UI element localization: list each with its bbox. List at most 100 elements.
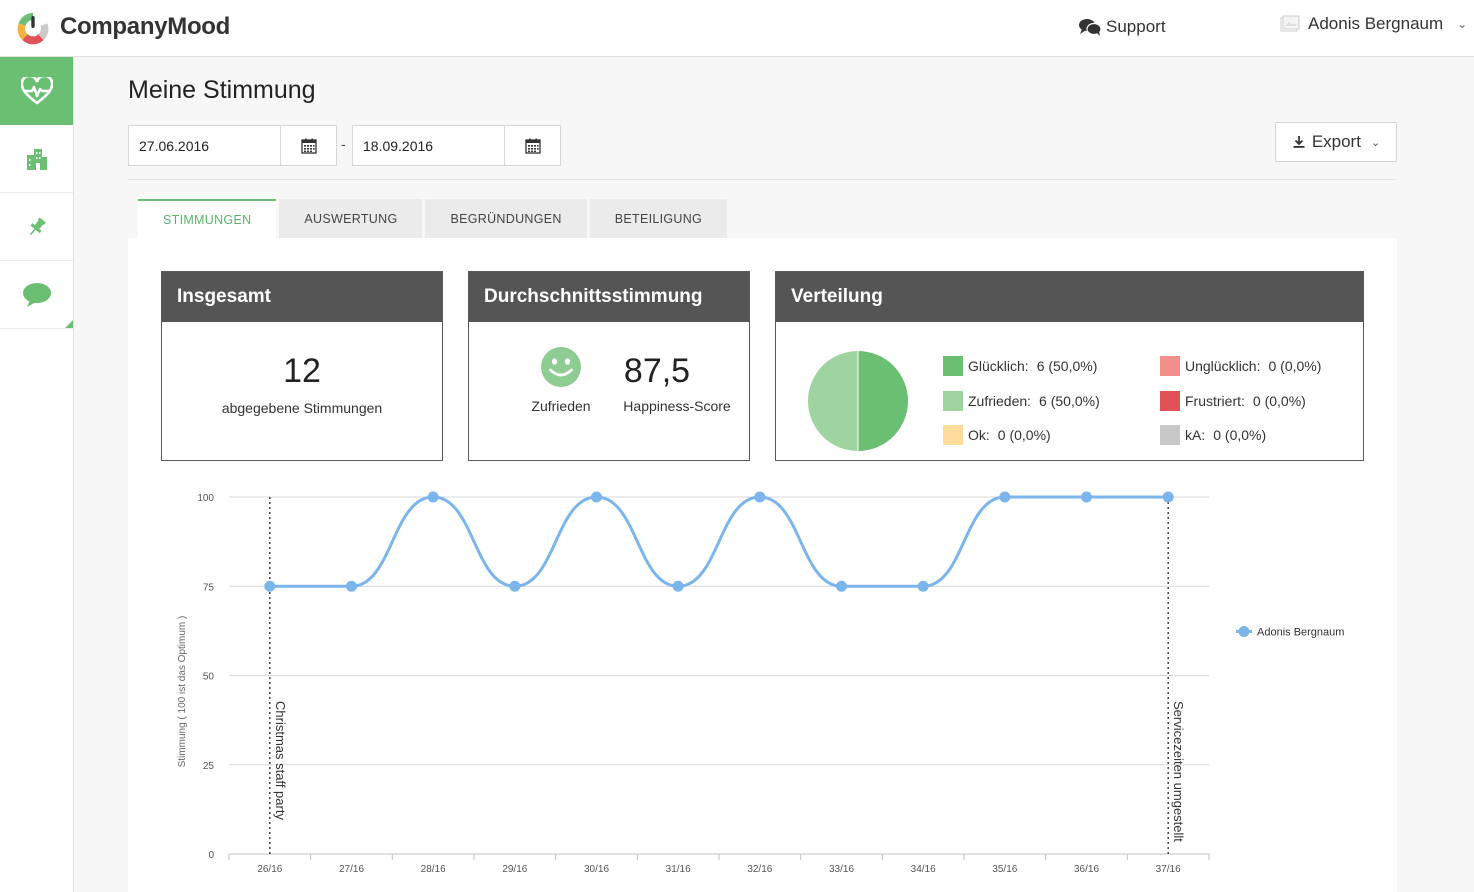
legend-label: Zufrieden: bbox=[968, 393, 1032, 409]
tab-begruendungen[interactable]: BEGRÜNDUNGEN bbox=[425, 199, 587, 238]
legend-label: kA: bbox=[1185, 427, 1206, 443]
pie-slice-gluecklich bbox=[858, 351, 908, 451]
series-line bbox=[269, 495, 1169, 588]
legend-value: 6 (50,0%) bbox=[1039, 393, 1100, 409]
average-mood-label: Zufrieden bbox=[531, 398, 591, 414]
avatar-placeholder-icon bbox=[1280, 15, 1300, 32]
total-caption: abgegebene Stimmungen bbox=[221, 400, 383, 416]
legend-marker bbox=[1238, 626, 1250, 637]
data-point bbox=[917, 580, 929, 592]
sidebar-item-mood[interactable] bbox=[0, 57, 73, 125]
y-tick-label: 100 bbox=[197, 493, 214, 504]
x-tick-label: 32/16 bbox=[747, 864, 772, 875]
download-icon bbox=[1293, 136, 1305, 148]
data-point bbox=[754, 491, 766, 503]
top-bar: CompanyMood Support Adonis Bergnaum ⌄ bbox=[0, 0, 1474, 57]
data-point bbox=[509, 580, 521, 592]
x-tick-label: 35/16 bbox=[992, 864, 1017, 875]
legend-value: 0 (0,0%) bbox=[1213, 427, 1267, 443]
sidebar bbox=[0, 57, 74, 892]
page-title: Meine Stimmung bbox=[128, 76, 316, 104]
mood-line-chart: 0 25 50 75 100 Stimmung ( 100 ist das Optimum… bbox=[177, 491, 1344, 875]
chevron-down-icon: ⌄ bbox=[1457, 17, 1468, 31]
data-point bbox=[836, 580, 847, 592]
user-menu[interactable]: Adonis Bergnaum ⌄ bbox=[1280, 14, 1467, 34]
x-tick-label: 28/16 bbox=[421, 864, 446, 875]
company-mood-logo[interactable] bbox=[16, 8, 50, 46]
data-point bbox=[999, 491, 1011, 503]
data-point bbox=[427, 491, 439, 503]
x-tick-label: 33/16 bbox=[829, 864, 854, 875]
brand-name[interactable]: CompanyMood bbox=[60, 13, 231, 40]
data-point bbox=[1162, 491, 1174, 503]
legend-label: Unglücklich: bbox=[1185, 358, 1261, 374]
average-card: Durchschnittsstimmung Zufrieden 87,5 Hap… bbox=[468, 271, 750, 461]
total-card: Insgesamt 12 abgegebene Stimmungen bbox=[161, 271, 443, 461]
date-from-input[interactable] bbox=[129, 126, 281, 165]
sidebar-item-company[interactable] bbox=[0, 125, 73, 193]
x-tick-label: 29/16 bbox=[502, 864, 527, 875]
legend-swatch bbox=[1160, 391, 1180, 411]
happy-face-icon bbox=[541, 347, 581, 387]
total-count: 12 bbox=[283, 352, 321, 390]
data-point bbox=[264, 580, 276, 592]
date-range-separator: - bbox=[341, 136, 346, 152]
y-tick-label: 25 bbox=[203, 761, 215, 772]
support-label: Support bbox=[1106, 17, 1166, 36]
happiness-score-label: Happiness-Score bbox=[623, 398, 731, 414]
x-tick-label: 34/16 bbox=[911, 864, 936, 875]
legend-gluecklich: Glücklich: 6 (50,0%) bbox=[943, 356, 1097, 376]
x-tick-label: 30/16 bbox=[584, 864, 609, 875]
buildings-icon bbox=[26, 148, 47, 170]
legend-label: Ok: bbox=[968, 427, 990, 443]
x-tick-label: 31/16 bbox=[666, 864, 691, 875]
date-to-input[interactable] bbox=[353, 126, 505, 165]
data-point bbox=[1081, 491, 1092, 503]
chevron-down-icon: ⌄ bbox=[1370, 136, 1381, 149]
export-button[interactable]: Export ⌄ bbox=[1275, 122, 1397, 162]
date-from-calendar-button[interactable] bbox=[281, 126, 336, 165]
distribution-card-title: Verteilung bbox=[776, 272, 1363, 322]
speech-bubble-icon bbox=[22, 282, 51, 307]
tab-beteiligung[interactable]: BETEILIGUNG bbox=[589, 199, 728, 238]
tab-stimmungen[interactable]: STIMMUNGEN bbox=[138, 199, 277, 238]
legend-zufrieden: Zufrieden: 6 (50,0%) bbox=[943, 391, 1100, 411]
calendar-icon bbox=[300, 138, 317, 154]
sidebar-item-pinboard[interactable] bbox=[0, 193, 73, 261]
total-card-title: Insgesamt bbox=[162, 272, 442, 322]
tab-bar: STIMMUNGEN AUSWERTUNG BEGRÜNDUNGEN BETEI… bbox=[138, 199, 728, 238]
sidebar-item-feedback[interactable] bbox=[0, 261, 73, 329]
date-to-group bbox=[352, 125, 561, 166]
support-link[interactable]: Support bbox=[1078, 17, 1166, 37]
legend-ungluecklich: Unglücklich: 0 (0,0%) bbox=[1160, 356, 1321, 376]
chat-bubbles-icon bbox=[1079, 19, 1102, 36]
annotation-label: Servicezeiten umgestellt bbox=[1171, 701, 1186, 842]
data-point bbox=[346, 580, 357, 592]
legend-swatch bbox=[1160, 356, 1180, 376]
annotation-label: Christmas staff party bbox=[273, 701, 288, 820]
tab-auswertung[interactable]: AUSWERTUNG bbox=[279, 199, 423, 238]
legend-ka: kA: 0 (0,0%) bbox=[1160, 425, 1266, 445]
pin-icon bbox=[29, 217, 46, 235]
corner-indicator-icon bbox=[65, 320, 73, 328]
legend-label: Frustriert: bbox=[1185, 393, 1245, 409]
data-point bbox=[591, 491, 602, 503]
legend-swatch bbox=[943, 425, 963, 445]
data-point bbox=[672, 580, 684, 592]
x-tick-label: 27/16 bbox=[339, 864, 364, 875]
user-name: Adonis Bergnaum bbox=[1308, 14, 1444, 33]
legend-label: Adonis Bergnaum bbox=[1257, 627, 1344, 639]
legend-swatch bbox=[943, 356, 963, 376]
legend-swatch bbox=[1160, 425, 1180, 445]
x-tick-label: 36/16 bbox=[1074, 864, 1099, 875]
calendar-icon bbox=[524, 138, 541, 154]
y-tick-label: 75 bbox=[203, 582, 215, 593]
average-card-title: Durchschnittsstimmung bbox=[469, 272, 749, 322]
legend-value: 0 (0,0%) bbox=[997, 427, 1051, 443]
date-from-group bbox=[128, 125, 337, 166]
x-tick-label: 26/16 bbox=[257, 864, 282, 875]
legend-ok: Ok: 0 (0,0%) bbox=[943, 425, 1051, 445]
date-to-calendar-button[interactable] bbox=[505, 126, 560, 165]
y-axis-title: Stimmung ( 100 ist das Optimum ) bbox=[177, 616, 188, 768]
legend-value: 6 (50,0%) bbox=[1036, 358, 1098, 374]
